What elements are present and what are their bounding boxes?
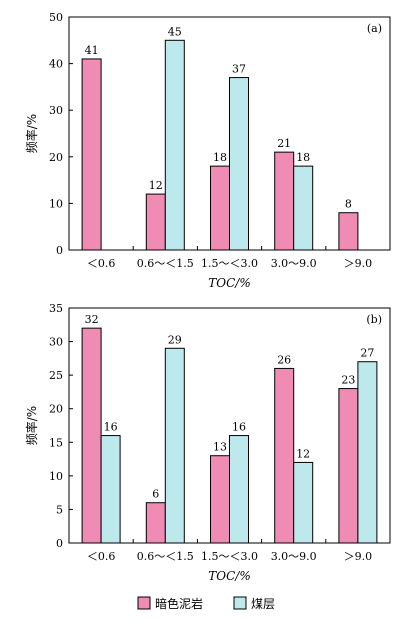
value-label-b-s1-c4: 27 [360, 347, 374, 360]
bar-a-s0-c3 [274, 151, 295, 251]
bar-b-s1-c4 [357, 361, 378, 544]
bar-b-s0-c2 [210, 455, 230, 544]
bar-b-s1-c3 [293, 461, 314, 544]
xtick-label-a-3: 3.0～9.0 [271, 257, 317, 270]
legend-swatch-mudstone [137, 596, 151, 610]
value-label-a-s0-c3: 21 [277, 137, 291, 150]
bar-b-s1-c1 [164, 347, 185, 544]
ytick-label-b-2: 10 [49, 470, 63, 483]
bar-b-s1-c0 [100, 435, 121, 544]
ytick-label-b-3: 15 [49, 436, 63, 449]
plot-frame-b [68, 307, 391, 544]
bar-b-s1-c2 [229, 435, 249, 544]
xtick-label-b-0: ＜0.6 [87, 550, 116, 563]
xtick-label-b-4: ＞9.0 [344, 550, 373, 563]
ytick-label-a-2: 20 [49, 151, 63, 164]
ytick-label-b-7: 35 [49, 302, 63, 315]
legend: 暗色泥岩 煤层 [137, 596, 275, 611]
chart-a: 41 12 18 21 8 45 37 18 0 10 20 30 40 50 ＜0.6 0.6～＜1.5 1.… [24, 11, 391, 290]
panel-label-b: (b) [366, 313, 382, 326]
ytick-label-a-1: 10 [49, 197, 63, 210]
value-label-a-s0-c2: 18 [213, 151, 227, 164]
bar-b-s0-c0 [81, 327, 102, 544]
x-axis-label-a: TOC/% [208, 276, 250, 290]
plot-frame-a [68, 16, 391, 251]
ytick-label-a-5: 50 [49, 11, 63, 24]
value-label-b-s1-c2: 16 [232, 421, 246, 434]
value-label-a-s1-c1: 45 [168, 25, 182, 38]
ytick-label-a-4: 40 [49, 58, 63, 71]
value-label-b-s0-c3: 26 [277, 353, 291, 366]
ytick-label-b-1: 5 [56, 503, 63, 516]
xtick-label-b-2: 1.5～＜3.0 [201, 550, 258, 563]
xtick-label-b-3: 3.0～9.0 [271, 550, 317, 563]
value-label-a-s1-c2: 37 [232, 63, 246, 76]
bar-a-s1-c1 [164, 39, 185, 251]
bar-a-s0-c1 [145, 193, 166, 251]
chart-b: 32 6 13 26 23 16 29 16 12 27 0 5 10 15 20 25 30 35 ＜0.6 0.6… [24, 302, 391, 583]
bar-a-s0-c2 [210, 165, 230, 251]
ytick-label-b-4: 20 [49, 403, 63, 416]
value-label-b-s0-c4: 23 [341, 374, 355, 387]
legend-swatch-coal [233, 596, 247, 610]
panel-label-a: (a) [367, 22, 382, 35]
y-axis-label-a: 频率/% [24, 114, 39, 153]
ytick-label-b-5: 25 [49, 369, 63, 382]
bar-a-s1-c2 [229, 77, 249, 251]
value-label-a-s1-c3: 18 [296, 151, 310, 164]
bar-b-s0-c3 [274, 367, 295, 544]
xtick-label-a-4: ＞9.0 [344, 257, 373, 270]
value-label-a-s0-c1: 12 [149, 179, 163, 192]
ytick-label-b-0: 0 [56, 537, 63, 550]
value-label-b-s0-c2: 13 [213, 441, 227, 454]
value-label-b-s0-c0: 32 [85, 313, 99, 326]
value-label-a-s0-c0: 41 [85, 44, 99, 57]
bar-b-s0-c4 [338, 388, 359, 544]
ytick-label-a-3: 30 [49, 104, 63, 117]
ytick-label-a-0: 0 [56, 244, 63, 257]
value-label-a-s0-c4: 8 [345, 198, 352, 211]
bar-a-s0-c0 [81, 58, 102, 251]
legend-label-mudstone: 暗色泥岩 [155, 596, 203, 611]
xtick-label-a-1: 0.6～＜1.5 [137, 257, 194, 270]
value-label-b-s1-c0: 16 [104, 421, 118, 434]
value-label-b-s1-c1: 29 [168, 333, 182, 346]
ytick-label-b-6: 30 [49, 336, 63, 349]
xtick-label-a-0: ＜0.6 [87, 257, 116, 270]
xtick-label-b-1: 0.6～＜1.5 [137, 550, 194, 563]
value-label-b-s1-c3: 12 [296, 447, 310, 460]
y-axis-label-b: 频率/% [24, 406, 39, 445]
legend-label-coal: 煤层 [251, 597, 275, 611]
value-label-b-s0-c1: 6 [152, 488, 159, 501]
bar-b-s0-c1 [145, 502, 166, 544]
x-axis-label-b: TOC/% [208, 569, 250, 583]
bar-a-s1-c3 [293, 165, 314, 251]
xtick-label-a-2: 1.5～＜3.0 [201, 257, 258, 270]
bar-a-s0-c4 [338, 212, 359, 251]
